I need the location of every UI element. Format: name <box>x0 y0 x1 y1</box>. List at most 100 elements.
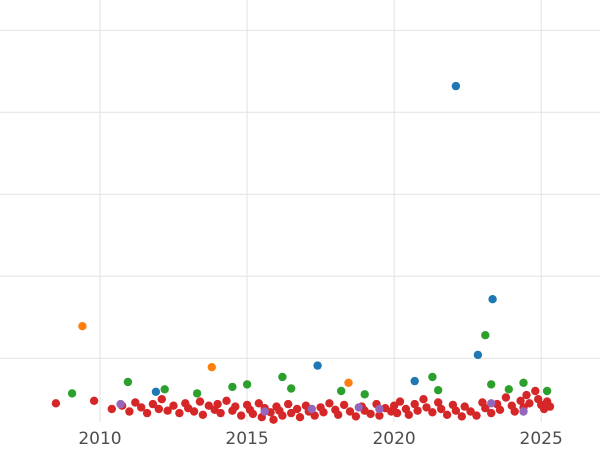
data-point <box>392 408 402 418</box>
data-point <box>175 408 184 418</box>
data-point <box>487 408 496 418</box>
data-point <box>545 402 555 411</box>
data-point <box>213 399 222 409</box>
data-point <box>510 407 519 416</box>
series-green <box>67 331 552 399</box>
data-point <box>287 408 296 418</box>
data-point <box>325 399 334 408</box>
data-point <box>307 404 316 414</box>
series-blue <box>151 81 497 396</box>
data-point <box>344 378 353 387</box>
data-point <box>78 322 87 331</box>
series-red <box>51 386 555 424</box>
data-point <box>198 410 208 419</box>
data-point <box>284 399 293 409</box>
data-point <box>422 403 431 412</box>
data-point <box>260 407 269 416</box>
data-point <box>278 372 287 382</box>
data-point <box>522 390 531 400</box>
data-point <box>148 399 158 409</box>
data-point <box>228 382 237 392</box>
data-point <box>360 390 369 399</box>
data-point <box>116 399 125 409</box>
data-point <box>434 386 443 395</box>
data-point <box>163 406 172 415</box>
data-point <box>395 397 405 406</box>
data-point <box>254 399 263 408</box>
data-point <box>345 407 355 416</box>
data-point <box>488 295 497 304</box>
x-tick-label: 2010 <box>78 429 121 449</box>
data-point <box>216 408 225 418</box>
x-tick-label: 2020 <box>372 429 415 449</box>
data-point <box>460 402 469 411</box>
data-point <box>389 401 399 410</box>
data-point <box>89 396 99 405</box>
data-point <box>195 397 205 406</box>
data-point <box>519 407 528 416</box>
x-tick-label: 2025 <box>520 429 563 449</box>
data-point <box>142 408 152 418</box>
data-point <box>466 407 475 416</box>
data-point <box>354 403 363 412</box>
data-point <box>472 411 481 420</box>
data-point <box>487 380 496 389</box>
data-point <box>410 399 419 409</box>
data-point <box>237 411 246 420</box>
data-point <box>481 331 490 340</box>
data-point <box>410 376 419 386</box>
data-point <box>334 410 343 419</box>
data-point <box>457 412 466 421</box>
data-point <box>481 404 490 413</box>
series-orange <box>78 322 353 387</box>
data-point <box>337 386 346 396</box>
data-point <box>295 413 305 422</box>
data-point <box>339 400 349 410</box>
data-point <box>428 372 437 382</box>
data-point <box>428 408 437 417</box>
data-point <box>123 377 133 387</box>
data-point <box>419 395 428 404</box>
data-point <box>51 399 61 408</box>
data-point <box>442 410 452 419</box>
data-point <box>157 395 166 404</box>
data-point <box>269 415 278 424</box>
data-point <box>451 81 461 91</box>
series-purple <box>116 399 528 416</box>
data-point <box>413 406 422 415</box>
data-point <box>207 363 216 372</box>
data-point <box>375 411 384 420</box>
data-point <box>313 361 322 370</box>
data-point <box>169 401 178 410</box>
data-point <box>542 386 552 396</box>
data-point <box>231 402 240 411</box>
x-tick-label: 2015 <box>225 429 268 449</box>
data-point <box>192 389 202 398</box>
data-point <box>151 387 161 396</box>
data-point <box>404 410 413 419</box>
data-point <box>495 405 505 414</box>
data-point <box>242 380 252 389</box>
x-axis-tick-labels: 2010 2015 2020 2025 <box>78 429 562 449</box>
data-point <box>525 399 534 408</box>
data-point <box>107 404 117 414</box>
data-point <box>519 378 528 387</box>
data-point <box>204 401 213 410</box>
data-point <box>67 389 77 398</box>
data-point <box>248 409 258 419</box>
data-point <box>351 412 361 421</box>
data-point <box>160 385 169 394</box>
data-point <box>375 404 384 414</box>
data-point <box>154 404 163 414</box>
data-point <box>473 350 483 360</box>
data-point <box>287 384 296 393</box>
gridlines <box>0 0 600 422</box>
data-point <box>278 411 287 420</box>
data-point <box>189 407 199 416</box>
data-point <box>125 407 134 416</box>
data-point <box>504 385 513 394</box>
data-point <box>137 403 146 412</box>
data-point <box>366 409 375 419</box>
